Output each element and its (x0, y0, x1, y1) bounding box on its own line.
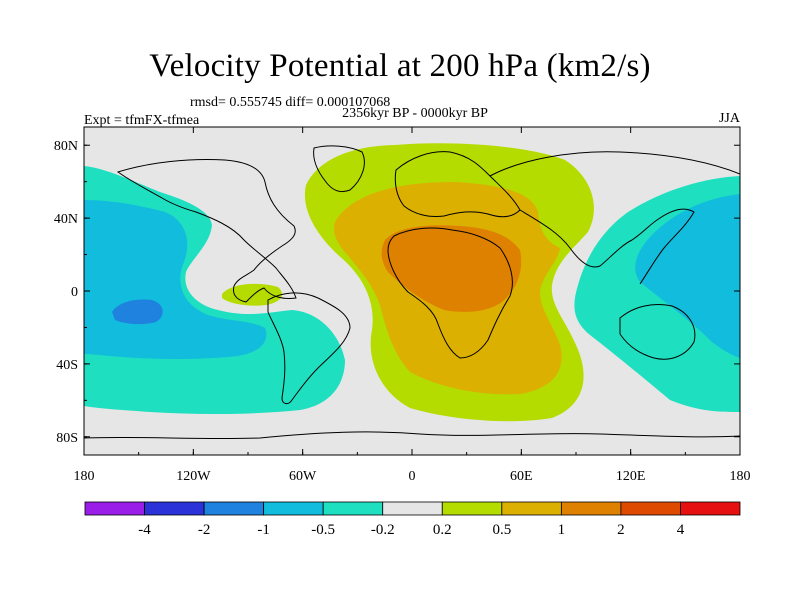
lat-label: 0 (71, 285, 78, 300)
lon-label: 180 (730, 469, 751, 484)
colorbar-label: -4 (138, 522, 151, 538)
coast-europe (394, 151, 521, 218)
colorbar-label: -0.2 (371, 522, 395, 538)
contour-fill-1-to-2 (381, 225, 522, 312)
colorbar-label: 1 (558, 522, 566, 538)
period-text: 2356kyr BP - 0000kyr BP (342, 106, 488, 121)
lon-label: 60E (510, 469, 533, 484)
coast-north-america (116, 159, 297, 303)
colorbar: -4 -2 -1 -0.5 -0.2 0.2 0.5 1 2 4 (84, 501, 741, 538)
season-label: JJA (718, 111, 740, 126)
lat-label: 80S (56, 431, 78, 446)
colorbar-swatch (441, 501, 503, 516)
experiment-label: Expt = tfmFX-tfmea (84, 113, 200, 128)
coast-asia (489, 151, 740, 285)
colorbar-swatch (203, 501, 265, 516)
colorbar-label: -1 (257, 522, 270, 538)
colorbar-swatch (620, 501, 681, 516)
lat-label: 40N (54, 212, 78, 227)
contour-fill-neg-0.5-to-neg-1-west (112, 299, 163, 325)
coast-south-america (267, 292, 351, 405)
colorbar-label: -2 (198, 522, 211, 538)
lon-label: 0 (409, 469, 416, 484)
coastlines (84, 145, 740, 440)
colorbar-label: 4 (677, 522, 685, 538)
coast-australia (619, 304, 696, 360)
colorbar-swatch (382, 501, 443, 516)
chart-title: Velocity Potential at 200 hPa (km2/s) (149, 48, 651, 84)
colorbar-label: 0.5 (492, 522, 511, 538)
colorbar-swatch (501, 501, 562, 516)
lat-label: 80N (54, 139, 78, 154)
lon-label: 180 (74, 469, 95, 484)
colorbar-label: 2 (617, 522, 625, 538)
lon-label: 120W (176, 469, 211, 484)
colorbar-swatch (322, 501, 384, 516)
contour-fill-neg-0.2-to-neg-0.5-east (635, 194, 740, 358)
map-panel (84, 127, 740, 455)
lat-label: 40S (56, 358, 78, 373)
stats-text: rmsd= 0.555745 diff= 0.000107068 (190, 95, 391, 110)
coast-africa (387, 227, 513, 359)
coast-antarctica (84, 431, 740, 440)
latitude-axis: 80N 40N 0 40S 80S (54, 139, 740, 446)
colorbar-swatch (144, 501, 205, 516)
colorbar-swatch (680, 501, 741, 516)
colorbar-label: -0.5 (311, 522, 335, 538)
coast-greenland (313, 145, 365, 193)
colorbar-label: 0.2 (433, 522, 452, 538)
colorbar-swatch (560, 501, 622, 516)
colorbar-swatch (263, 501, 324, 516)
lon-label: 120E (616, 469, 646, 484)
longitude-axis: 180 120W 60W 0 60E 120E 180 (74, 127, 751, 484)
contour-fill-0.2-to-0.5-pacific (222, 283, 282, 306)
lon-label: 60W (289, 469, 317, 484)
colorbar-swatch (84, 501, 145, 516)
